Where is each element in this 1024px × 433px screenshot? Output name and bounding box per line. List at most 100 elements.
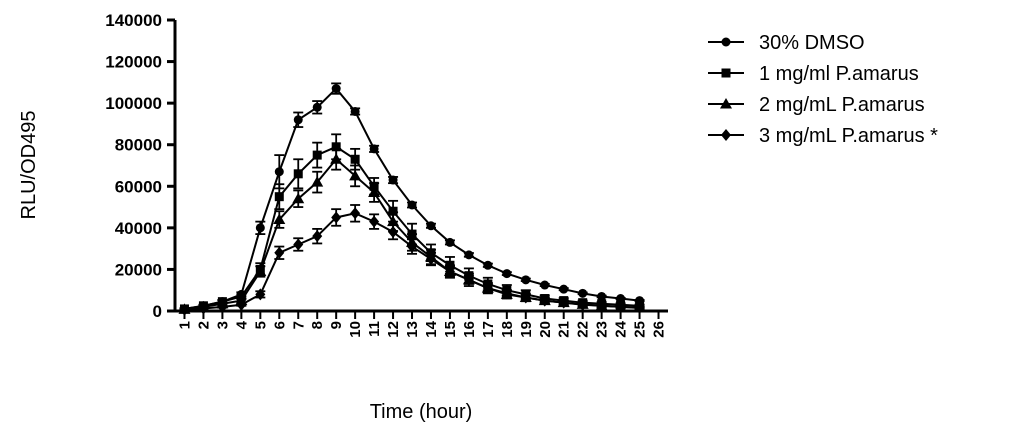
data-point xyxy=(463,273,474,286)
series-1 xyxy=(179,82,645,314)
data-point xyxy=(388,206,398,216)
x-tick-label: 4 xyxy=(233,320,250,329)
data-point xyxy=(577,298,588,311)
legend-marker xyxy=(721,129,731,141)
y-axis-title: RLU/OD495 xyxy=(18,111,40,220)
data-point xyxy=(634,301,645,314)
x-tick-label: 13 xyxy=(404,321,421,338)
data-point xyxy=(368,186,381,198)
x-tick-label: 6 xyxy=(271,321,288,329)
x-tick-label: 26 xyxy=(651,321,668,338)
x-tick-label: 25 xyxy=(632,321,649,338)
x-tick-label: 14 xyxy=(423,320,440,337)
x-tick-label: 9 xyxy=(328,321,345,329)
x-tick-label: 24 xyxy=(613,320,630,337)
x-axis-title: Time (hour) xyxy=(370,401,473,423)
axes: 0 20000 40000 60000 80000 100000 120000 140000 1… xyxy=(105,11,668,338)
data-point xyxy=(312,102,322,112)
legend-item-2: 1 mg/ml P.amarus xyxy=(708,63,919,85)
data-point xyxy=(236,298,247,311)
data-point xyxy=(540,280,550,290)
plot-area xyxy=(178,82,646,316)
data-point xyxy=(312,230,323,243)
data-point xyxy=(273,213,286,225)
x-tick-label: 3 xyxy=(214,321,231,329)
data-point xyxy=(520,291,531,304)
data-point xyxy=(255,223,265,233)
legend-marker xyxy=(721,68,731,78)
data-point xyxy=(293,115,303,125)
data-point xyxy=(255,288,266,301)
data-point xyxy=(331,84,341,94)
data-point xyxy=(387,215,400,227)
legend-label: 1 mg/ml P.amarus xyxy=(759,63,919,85)
x-tick-label: 8 xyxy=(309,321,326,329)
x-tick-label: 17 xyxy=(480,321,497,338)
data-point xyxy=(311,176,324,187)
y-tick-label: 80000 xyxy=(115,136,162,155)
x-tick-label: 15 xyxy=(442,321,459,338)
data-point xyxy=(293,169,303,179)
data-point xyxy=(426,221,436,231)
data-point xyxy=(330,153,343,164)
x-tick-label: 5 xyxy=(252,321,269,329)
x-tick-label: 11 xyxy=(366,321,383,337)
data-point xyxy=(539,294,550,307)
data-point xyxy=(217,300,228,313)
data-point xyxy=(596,299,607,312)
x-tick-label: 12 xyxy=(385,321,402,338)
data-point xyxy=(198,302,209,315)
x-tick-label: 18 xyxy=(499,321,516,338)
x-tick-label: 2 xyxy=(195,321,212,329)
y-tick-label: 60000 xyxy=(115,177,162,196)
data-point xyxy=(369,144,379,154)
data-point xyxy=(274,192,284,202)
legend-marker xyxy=(720,98,732,109)
x-tick-label: 20 xyxy=(537,321,554,338)
x-tick-label: 19 xyxy=(518,321,535,338)
legend-item-4: 3 mg/mL P.amarus * xyxy=(708,125,938,147)
legend-label: 30% DMSO xyxy=(759,32,865,54)
y-tick-label: 0 xyxy=(153,302,162,321)
y-tick-label: 100000 xyxy=(105,94,162,113)
series-2 xyxy=(179,133,645,314)
legend-label: 3 mg/mL P.amarus * xyxy=(759,125,938,147)
legend-item-1: 30% DMSO xyxy=(708,32,865,54)
data-point xyxy=(464,250,474,260)
x-tick-label: 22 xyxy=(575,321,592,338)
data-point xyxy=(179,303,190,316)
y-tick-label: 20000 xyxy=(115,260,162,279)
data-point xyxy=(482,282,493,295)
data-point xyxy=(501,287,512,300)
data-point xyxy=(349,169,362,181)
data-point xyxy=(502,269,512,279)
data-point xyxy=(274,167,284,177)
legend: 30% DMSO 1 mg/ml P.amarus 2 mg/mL P.amarus… xyxy=(708,32,938,147)
x-tick-label: 21 xyxy=(556,321,573,338)
data-point xyxy=(444,265,455,278)
data-point xyxy=(292,192,305,204)
x-tick-label: 1 xyxy=(176,321,193,329)
data-point xyxy=(350,154,360,164)
data-point xyxy=(425,253,436,266)
data-point xyxy=(350,207,361,220)
data-point xyxy=(578,288,588,298)
data-point xyxy=(254,265,267,277)
data-point xyxy=(558,296,569,309)
data-point xyxy=(369,215,380,228)
data-point xyxy=(445,237,455,247)
data-point xyxy=(388,175,398,185)
data-point xyxy=(615,300,626,313)
data-point xyxy=(312,150,322,160)
data-point xyxy=(331,142,341,152)
data-point xyxy=(388,226,399,239)
y-tick-label: 140000 xyxy=(105,11,162,30)
data-point xyxy=(407,200,417,210)
x-tick-label: 16 xyxy=(461,321,478,338)
legend-marker xyxy=(721,37,731,47)
y-tick-label: 40000 xyxy=(115,219,162,238)
data-point xyxy=(274,246,285,259)
data-point xyxy=(483,260,493,270)
y-tick-label: 120000 xyxy=(105,53,162,72)
